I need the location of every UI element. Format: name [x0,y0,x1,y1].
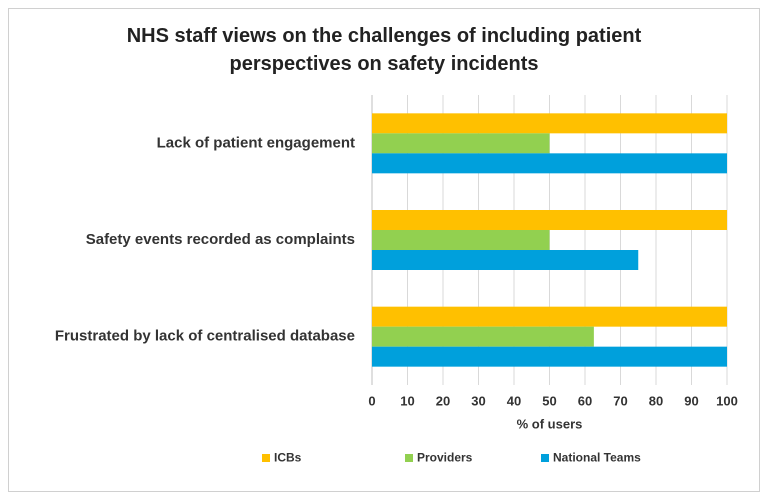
chart-title: NHS staff views on the challenges of inc… [126,25,642,75]
legend-swatch [541,454,549,462]
y-tick-label: Frustrated by lack of centralised databa… [55,328,355,345]
bar [372,250,639,270]
x-tick-label: 20 [436,393,450,408]
y-tick-label: Safety events recorded as complaints [86,231,355,248]
bar [372,306,727,327]
bar [372,153,727,174]
x-tick-label: 10 [400,393,414,408]
x-tick-label: 80 [649,393,663,408]
x-tick-label: 90 [684,393,698,408]
x-tick-label: 50 [542,393,556,408]
legend-label: ICBs [274,451,302,465]
y-tick-label: Lack of patient engagement [157,134,355,151]
x-tick-label: 60 [578,393,592,408]
bar [372,210,727,230]
bar [372,346,727,367]
x-tick-label: 100 [716,393,738,408]
x-axis-title: % of users [517,416,583,431]
legend-label: Providers [417,451,473,465]
bar [372,326,594,347]
x-tick-label: 30 [471,393,485,408]
bar [372,230,550,250]
x-tick-label: 40 [507,393,521,408]
legend-swatch [405,454,413,462]
bar [372,133,550,154]
legend-label: National Teams [553,451,641,465]
bar [372,113,727,134]
x-tick-label: 0 [368,393,375,408]
x-tick-label: 70 [613,393,627,408]
legend-swatch [262,454,270,462]
